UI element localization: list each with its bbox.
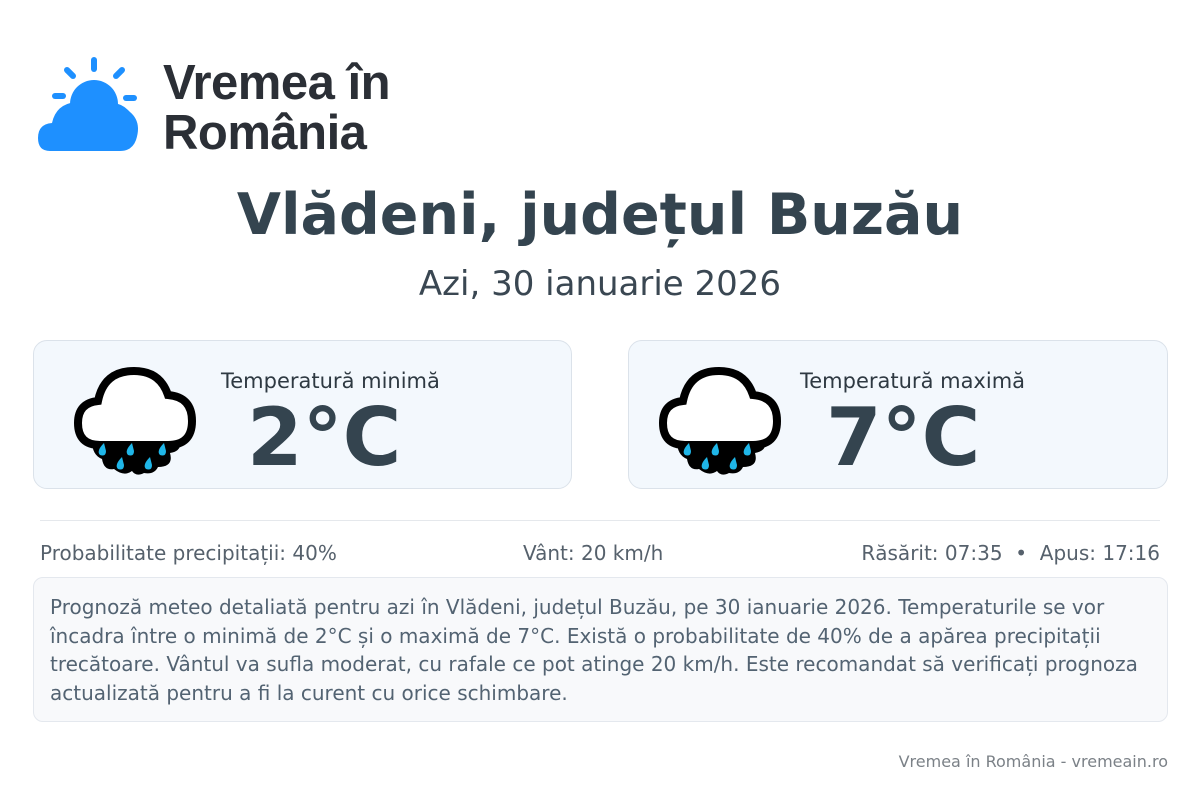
max-temp-value: 7°C — [826, 391, 981, 484]
sunset-stat: Apus: 17:16 — [1039, 541, 1160, 565]
wind-stat: Vânt: 20 km/h — [523, 541, 664, 565]
min-temp-card: Temperatură minimă 2°C — [33, 340, 572, 489]
precipitation-stat: Probabilitate precipitații: 40% — [40, 541, 337, 565]
sunrise-stat: Răsărit: 07:35 — [861, 541, 1003, 565]
divider — [40, 520, 1160, 521]
min-temp-label: Temperatură minimă — [221, 369, 440, 393]
max-temp-card: Temperatură maximă 7°C — [628, 340, 1168, 489]
forecast-description: Prognoză meteo detaliată pentru azi în V… — [50, 595, 1138, 705]
footer-credit: Vremea în România - vremeain.ro — [898, 752, 1168, 771]
sun-times: Răsărit: 07:35 • Apus: 17:16 — [861, 541, 1160, 565]
brand-line-2: România — [163, 106, 367, 160]
sun-cloud-icon — [38, 57, 138, 151]
max-temp-label: Temperatură maximă — [800, 369, 1026, 393]
date-label: Azi, 30 ianuarie 2026 — [418, 264, 782, 304]
brand-line-1: Vremea în — [163, 56, 391, 110]
forecast-description-box: Prognoză meteo detaliată pentru azi în V… — [33, 577, 1168, 722]
rain-cloud-icon — [73, 366, 197, 475]
min-temp-value: 2°C — [247, 391, 402, 484]
page-title: Vlădeni, județul Buzău — [236, 182, 964, 248]
separator: • — [1015, 541, 1028, 565]
brand-logo-text: Vremea în România — [163, 56, 391, 160]
rain-cloud-icon — [658, 366, 782, 475]
